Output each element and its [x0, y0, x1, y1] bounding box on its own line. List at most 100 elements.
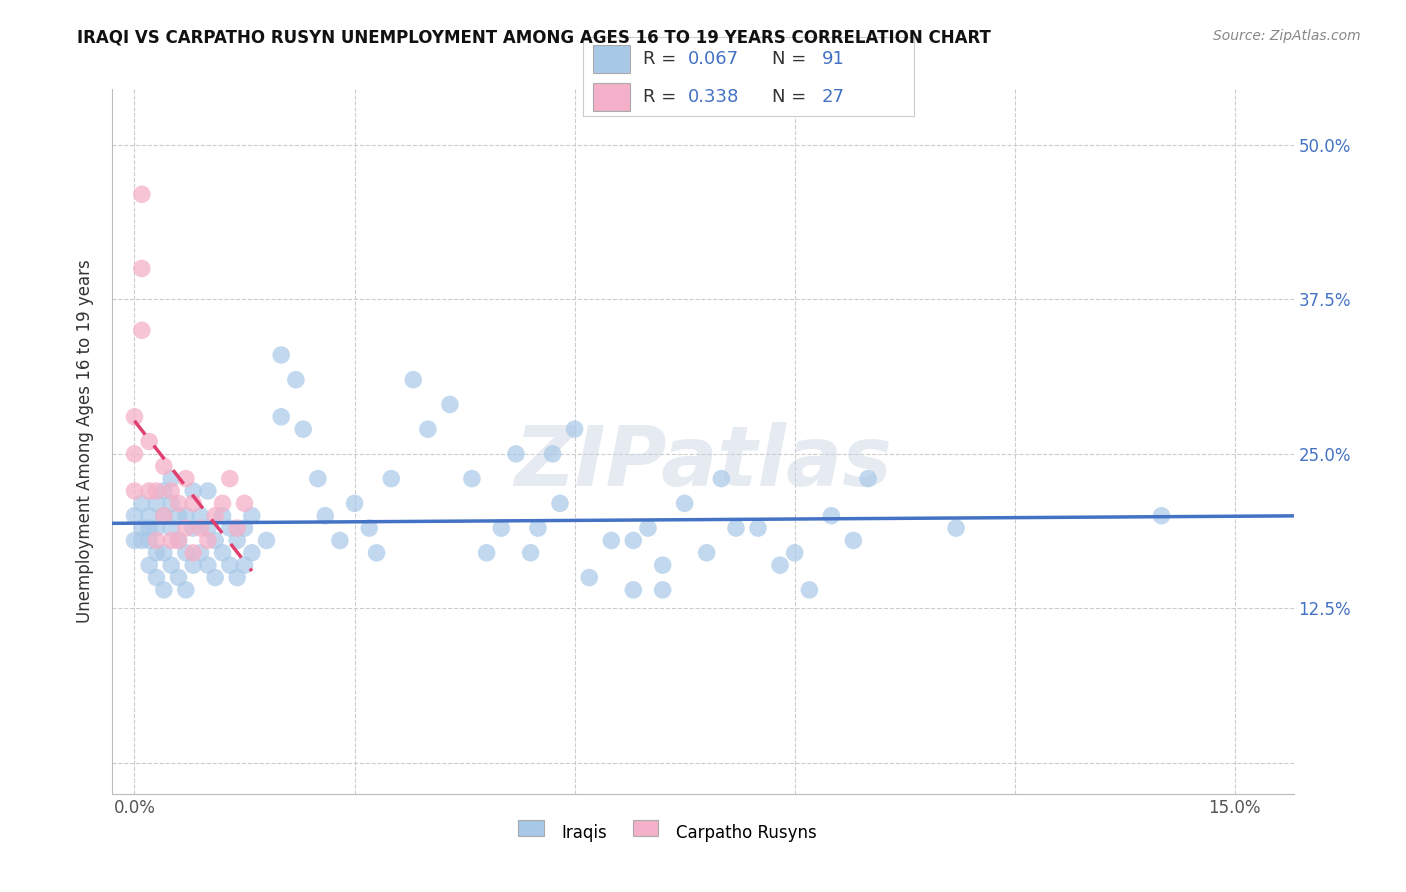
Point	[240, 546, 263, 560]
Point	[190, 521, 212, 535]
Point	[174, 472, 197, 486]
Point	[131, 496, 153, 510]
Point	[138, 508, 160, 523]
Point	[710, 472, 733, 486]
Point	[160, 521, 183, 535]
Point	[204, 508, 226, 523]
Point	[145, 521, 167, 535]
Point	[153, 582, 176, 597]
Point	[181, 496, 204, 510]
Point	[124, 533, 146, 548]
Point	[548, 496, 571, 510]
Point	[218, 558, 240, 573]
Point	[138, 521, 160, 535]
Point	[578, 570, 600, 584]
Point	[174, 508, 197, 523]
Point	[218, 472, 240, 486]
Point	[160, 533, 183, 548]
Point	[160, 472, 183, 486]
Point	[1150, 508, 1173, 523]
Point	[138, 434, 160, 449]
Point	[491, 521, 513, 535]
Point	[153, 508, 176, 523]
Point	[233, 558, 256, 573]
Point	[240, 508, 263, 523]
Text: R =: R =	[643, 88, 682, 106]
Point	[359, 521, 381, 535]
Point	[696, 546, 718, 560]
Point	[153, 483, 176, 498]
Point	[856, 472, 879, 486]
Point	[945, 521, 967, 535]
Text: 27: 27	[821, 88, 845, 106]
Point	[402, 373, 425, 387]
Point	[131, 187, 153, 202]
Point	[131, 521, 153, 535]
Legend: Iraqis, Carpatho Rusyns: Iraqis, Carpatho Rusyns	[512, 818, 824, 849]
Point	[475, 546, 498, 560]
Point	[314, 508, 336, 523]
Point	[541, 447, 564, 461]
Point	[519, 546, 541, 560]
Point	[799, 582, 821, 597]
Point	[160, 483, 183, 498]
Point	[256, 533, 278, 548]
Point	[145, 533, 167, 548]
Point	[197, 483, 219, 498]
Point	[366, 546, 388, 560]
Point	[621, 533, 644, 548]
Point	[138, 558, 160, 573]
Point	[505, 447, 527, 461]
Point	[461, 472, 484, 486]
Point	[131, 533, 153, 548]
Point	[439, 397, 461, 411]
Point	[181, 521, 204, 535]
Point	[145, 483, 167, 498]
Text: Source: ZipAtlas.com: Source: ZipAtlas.com	[1213, 29, 1361, 43]
Point	[218, 521, 240, 535]
Point	[842, 533, 865, 548]
Point	[211, 496, 233, 510]
Point	[211, 546, 233, 560]
Point	[174, 546, 197, 560]
Point	[145, 570, 167, 584]
Point	[783, 546, 806, 560]
Point	[197, 521, 219, 535]
Y-axis label: Unemployment Among Ages 16 to 19 years: Unemployment Among Ages 16 to 19 years	[76, 260, 94, 624]
Text: IRAQI VS CARPATHO RUSYN UNEMPLOYMENT AMONG AGES 16 TO 19 YEARS CORRELATION CHART: IRAQI VS CARPATHO RUSYN UNEMPLOYMENT AMO…	[77, 29, 991, 46]
Point	[769, 558, 792, 573]
Point	[160, 496, 183, 510]
Text: N =: N =	[772, 50, 811, 68]
Point	[651, 558, 673, 573]
Point	[153, 508, 176, 523]
Point	[131, 261, 153, 276]
Point	[145, 496, 167, 510]
Point	[307, 472, 329, 486]
Point	[651, 582, 673, 597]
Text: ZIPatlas: ZIPatlas	[515, 422, 891, 503]
Point	[211, 508, 233, 523]
Point	[564, 422, 586, 436]
Point	[181, 546, 204, 560]
Point	[174, 582, 197, 597]
Point	[181, 483, 204, 498]
Point	[292, 422, 315, 436]
Point	[329, 533, 352, 548]
Point	[124, 508, 146, 523]
Point	[138, 533, 160, 548]
Point	[197, 533, 219, 548]
Bar	[593, 45, 630, 73]
Point	[233, 496, 256, 510]
Point	[145, 546, 167, 560]
Point	[181, 558, 204, 573]
Point	[637, 521, 659, 535]
Point	[527, 521, 550, 535]
Point	[124, 447, 146, 461]
Point	[226, 533, 249, 548]
Point	[270, 348, 292, 362]
Text: R =: R =	[643, 50, 682, 68]
Point	[233, 521, 256, 535]
Point	[197, 558, 219, 573]
Point	[600, 533, 623, 548]
Point	[153, 459, 176, 474]
